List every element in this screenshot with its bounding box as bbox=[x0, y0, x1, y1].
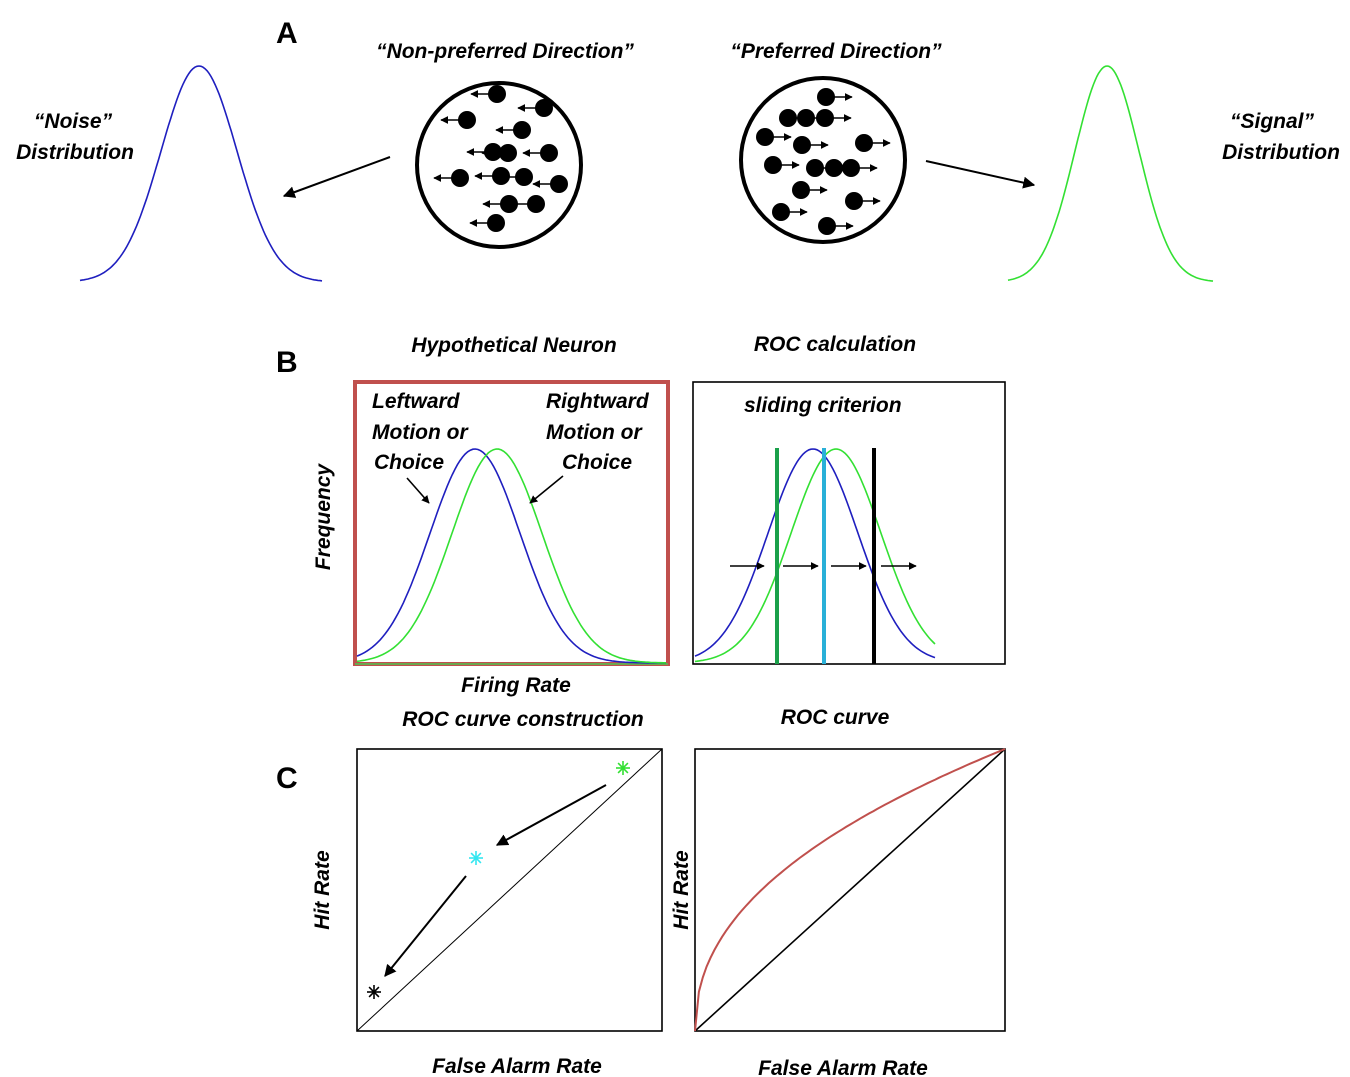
roc-point-cyan bbox=[469, 851, 483, 865]
rightward-dot bbox=[816, 109, 834, 127]
construction-chance-diagonal bbox=[356, 748, 663, 1032]
panel-b: B Hypothetical Neuron ROC calculation Le… bbox=[276, 333, 1006, 697]
construction-false-alarm-label: False Alarm Rate bbox=[432, 1055, 602, 1077]
arrow-to-rightward-curve bbox=[529, 475, 564, 504]
rightward-dot bbox=[806, 159, 824, 177]
hypothetical-neuron-title: Hypothetical Neuron bbox=[411, 334, 616, 357]
leftward-dot bbox=[550, 175, 568, 193]
noise-distribution-curve bbox=[79, 65, 323, 282]
roc-false-alarm-label: False Alarm Rate bbox=[758, 1057, 928, 1077]
signal-label-line1: “Signal” bbox=[1230, 110, 1315, 133]
noise-label-line1: “Noise” bbox=[34, 110, 113, 133]
sliding-criterion-label: sliding criterion bbox=[744, 394, 902, 417]
construction-arrow-2 bbox=[384, 875, 467, 977]
leftward-dot bbox=[527, 195, 545, 213]
noise-label-line2: Distribution bbox=[16, 141, 134, 164]
leftward-dot bbox=[451, 169, 469, 187]
leftward-dot bbox=[488, 85, 506, 103]
construction-arrow-1 bbox=[495, 784, 607, 846]
rightward-dot bbox=[797, 109, 815, 127]
panel-b-letter: B bbox=[276, 346, 298, 379]
starBlack-stroke bbox=[368, 986, 380, 998]
rightward-distribution-curve bbox=[356, 448, 666, 664]
roc-calc-signal-curve bbox=[694, 448, 936, 663]
signal-label-line2: Distribution bbox=[1222, 141, 1340, 164]
rightward-dot bbox=[772, 203, 790, 221]
rightward-dot bbox=[817, 88, 835, 106]
signal-distribution-curve bbox=[1007, 65, 1214, 282]
panel-c-letter: C bbox=[276, 762, 298, 795]
rightward-label-line3: Choice bbox=[562, 451, 632, 474]
roc-point-green bbox=[616, 761, 630, 775]
roc-construction-title: ROC curve construction bbox=[402, 708, 644, 731]
rightward-dot bbox=[779, 109, 797, 127]
preferred-direction-title: “Preferred Direction” bbox=[730, 40, 942, 63]
leftward-dot bbox=[500, 195, 518, 213]
arrow-to-noise bbox=[282, 156, 391, 198]
leftward-dot bbox=[513, 121, 531, 139]
roc-point-black bbox=[367, 985, 381, 999]
panel-a-letter: A bbox=[276, 17, 298, 50]
roc-curve-frame bbox=[694, 748, 1006, 1032]
arrow-to-signal bbox=[925, 160, 1036, 189]
leftward-distribution-curve bbox=[356, 448, 666, 664]
leftward-dot bbox=[499, 144, 517, 162]
leftward-dots bbox=[433, 85, 568, 232]
leftward-label-line2: Motion or bbox=[372, 421, 469, 444]
rightward-label-line2: Motion or bbox=[546, 421, 643, 444]
leftward-dot bbox=[458, 111, 476, 129]
arrow-to-leftward-curve bbox=[406, 477, 430, 504]
roc-calculation-title: ROC calculation bbox=[754, 333, 916, 356]
preferred-aperture bbox=[739, 76, 907, 244]
construction-hit-rate-label: Hit Rate bbox=[311, 850, 334, 930]
rightward-dot bbox=[818, 217, 836, 235]
rightward-dot bbox=[792, 181, 810, 199]
leftward-dot bbox=[540, 144, 558, 162]
roc-curve-title: ROC curve bbox=[781, 706, 890, 729]
roc-hit-rate-label: Hit Rate bbox=[670, 850, 693, 930]
nonpreferred-direction-title: “Non-preferred Direction” bbox=[376, 40, 634, 63]
roc-calc-noise-curve bbox=[694, 448, 936, 659]
firing-rate-axis-label: Firing Rate bbox=[461, 674, 571, 697]
leftward-label-line3: Choice bbox=[374, 451, 444, 474]
nonpreferred-aperture bbox=[415, 81, 583, 249]
roc-calculation-frame bbox=[692, 381, 1006, 665]
starCyan-stroke bbox=[470, 852, 482, 864]
leftward-dot bbox=[515, 168, 533, 186]
rightward-label-line1: Rightward bbox=[546, 390, 650, 413]
roc-chance-diagonal bbox=[694, 748, 1006, 1032]
rightward-dot bbox=[756, 128, 774, 146]
panel-a: A “Non-preferred Direction” “Preferred D… bbox=[16, 17, 1340, 282]
rightward-dot bbox=[764, 156, 782, 174]
leftward-dot bbox=[535, 99, 553, 117]
rightward-dot bbox=[842, 159, 860, 177]
leftward-dot bbox=[487, 214, 505, 232]
rightward-dot bbox=[825, 159, 843, 177]
rightward-dots bbox=[756, 88, 891, 235]
leftward-label-line1: Leftward bbox=[372, 390, 461, 413]
frequency-axis-label: Frequency bbox=[312, 463, 335, 571]
roc-construction-frame bbox=[356, 748, 663, 1032]
starGreen-stroke bbox=[617, 762, 629, 774]
rightward-dot bbox=[793, 136, 811, 154]
rightward-dot bbox=[845, 192, 863, 210]
rightward-dot bbox=[855, 134, 873, 152]
roc-curve-line bbox=[694, 748, 1006, 1032]
panel-c: C ROC curve construction ROC curve Hit R… bbox=[276, 706, 1006, 1077]
